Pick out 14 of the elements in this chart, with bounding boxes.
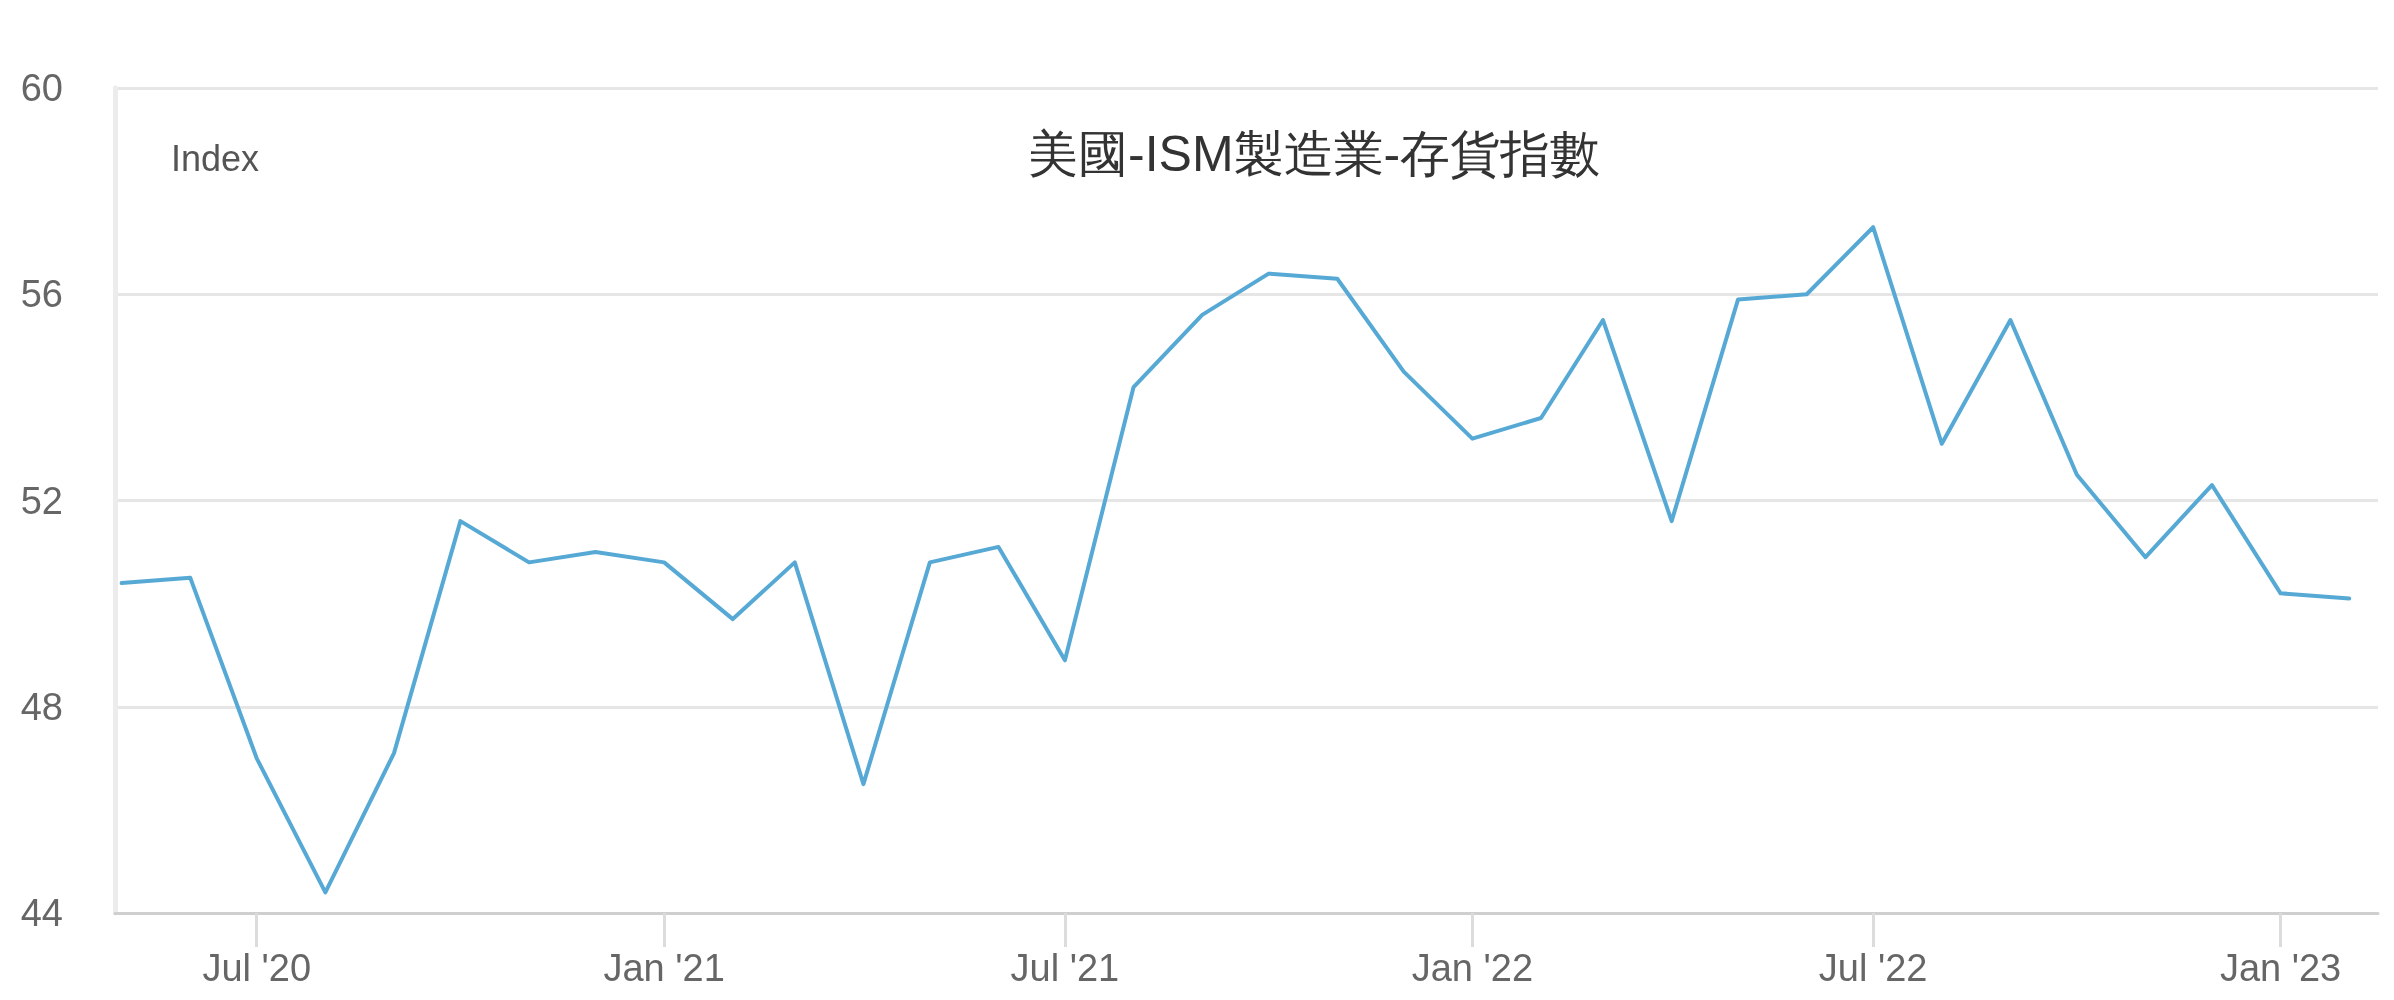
x-tick-label: Jan '23 bbox=[2219, 947, 2342, 989]
x-tick-label: Jan '21 bbox=[603, 947, 725, 989]
y-tick-label: 48 bbox=[20, 685, 63, 728]
x-tick-label: Jul '20 bbox=[202, 947, 312, 989]
y-tick-label: 56 bbox=[20, 273, 63, 316]
x-tick-label: Jul '21 bbox=[1010, 947, 1120, 989]
y-tick-label: 44 bbox=[20, 892, 63, 934]
x-tick-label: Jul '22 bbox=[1818, 947, 1928, 989]
y-tick-label: 52 bbox=[20, 479, 63, 522]
x-tick-label: Jan '22 bbox=[1411, 947, 1534, 989]
y-axis-title: Index bbox=[171, 137, 260, 179]
y-tick-label: 60 bbox=[20, 67, 63, 109]
line-series bbox=[119, 225, 2352, 895]
text: 美國-ISM製造業-存貨指數 bbox=[1028, 126, 1601, 182]
